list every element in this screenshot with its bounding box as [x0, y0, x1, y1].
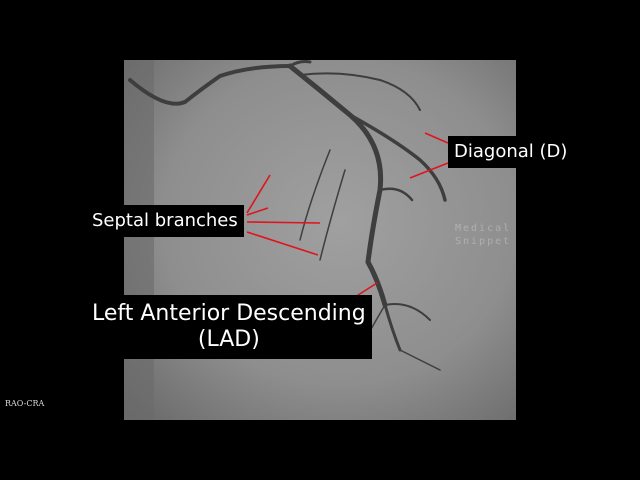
lad-label: Left Anterior Descending (LAD) [86, 295, 372, 359]
lad-line: (LAD) [197, 327, 260, 352]
septal-label: Septal branches [86, 205, 244, 237]
shadow [124, 60, 154, 420]
view-label: RAO-CRA [5, 399, 45, 408]
watermark-line: Medical [455, 223, 512, 234]
watermark: Medical Snippet [455, 222, 511, 248]
xray-frame [124, 60, 516, 420]
watermark-line: Snippet [455, 236, 512, 247]
pointer-lines [246, 132, 449, 298]
diagonal-label: Diagonal (D) [448, 136, 574, 168]
lad-line: Left Anterior Descending [92, 301, 366, 326]
